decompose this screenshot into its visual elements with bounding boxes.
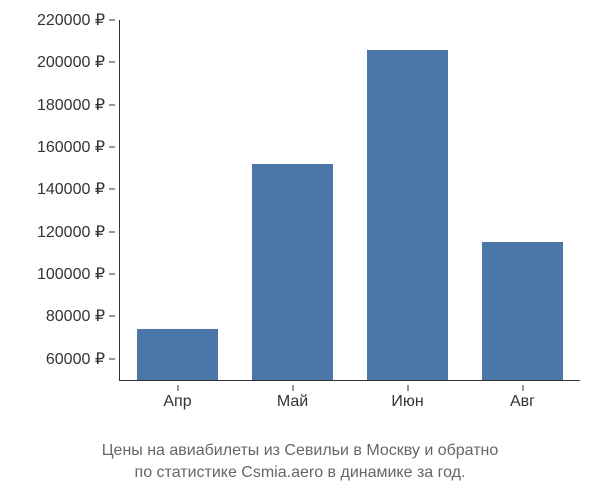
y-tick-label: 200000 ₽ — [37, 52, 105, 72]
x-tick-label: Апр — [163, 393, 191, 411]
y-tick-mark — [109, 62, 115, 63]
bar — [137, 329, 218, 380]
x-axis-line — [120, 380, 580, 381]
x-tick-label: Июн — [391, 393, 423, 411]
y-tick-label: 80000 ₽ — [46, 306, 105, 326]
y-tick-mark — [109, 104, 115, 105]
x-tick-mark — [292, 385, 293, 391]
x-tick-mark — [407, 385, 408, 391]
y-tick-mark — [109, 147, 115, 148]
bar — [252, 164, 333, 380]
caption-line-2: по статистике Csmia.aero в динамике за г… — [0, 462, 600, 484]
y-tick-mark — [109, 231, 115, 232]
y-tick-mark — [109, 316, 115, 317]
x-tick-label: Авг — [510, 393, 535, 411]
plot-area — [120, 20, 580, 380]
x-tick-label: Май — [277, 393, 308, 411]
chart-caption: Цены на авиабилеты из Севильи в Москву и… — [0, 440, 600, 485]
y-tick-label: 160000 ₽ — [37, 137, 105, 157]
y-tick-label: 100000 ₽ — [37, 264, 105, 284]
x-tick-mark — [522, 385, 523, 391]
y-tick-mark — [109, 274, 115, 275]
chart-container: 60000 ₽ 80000 ₽ 100000 ₽ 120000 ₽ 140000 ₽ 16… — [10, 10, 590, 430]
y-tick-label: 60000 ₽ — [46, 349, 105, 369]
bar — [482, 242, 563, 380]
y-tick-label: 180000 ₽ — [37, 95, 105, 115]
y-tick-mark — [109, 189, 115, 190]
x-tick-mark — [177, 385, 178, 391]
y-tick-mark — [109, 20, 115, 21]
bar — [367, 50, 448, 380]
y-tick-label: 220000 ₽ — [37, 10, 105, 30]
y-tick-mark — [109, 358, 115, 359]
y-axis: 60000 ₽ 80000 ₽ 100000 ₽ 120000 ₽ 140000 ₽ 16… — [10, 20, 115, 380]
caption-line-1: Цены на авиабилеты из Севильи в Москву и… — [0, 440, 600, 462]
y-tick-label: 140000 ₽ — [37, 179, 105, 199]
y-tick-label: 120000 ₽ — [37, 222, 105, 242]
x-axis: Апр Май Июн Авг — [120, 385, 580, 415]
